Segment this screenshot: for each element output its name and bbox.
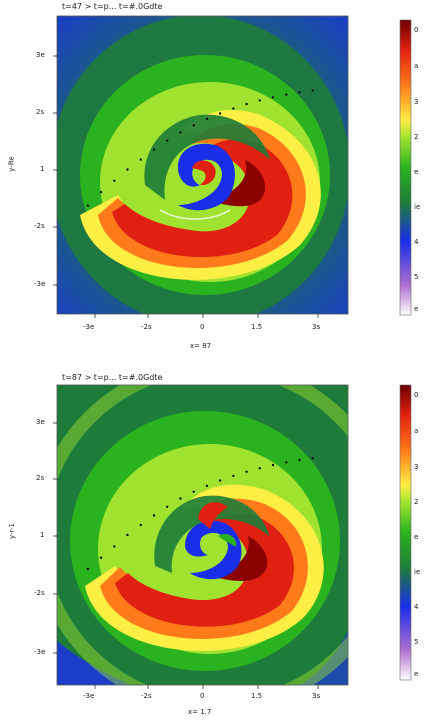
trail-point [179,131,182,134]
colorbar [399,384,412,681]
colorbar-tick-label: a [414,62,419,70]
trail-point [113,179,116,182]
x-tick-label: 3s [312,323,321,331]
trail-point [205,484,209,488]
y-tick-label: 1 [40,165,45,173]
trail-point [99,190,103,194]
chart-title: t=87 > t=p... t=#.0Gdte [62,373,163,382]
y-axis-label: y-Re [7,156,16,172]
colorbar-tick-label: 4 [414,238,419,246]
chart-panel-2: t=87 > t=p... t=#.0Gdte [0,361,440,721]
heatmap-svg [53,15,412,318]
y-tick-label: 3e [36,51,45,59]
x-tick-label: 1.5 [251,692,263,700]
colorbar-tick-label: 2 [414,498,419,506]
x-tick-label: -3e [83,323,95,331]
trail-point [245,102,248,106]
trail-point [298,458,301,462]
chart-title: t=47 > t=p... t=#.0Gdte [62,2,163,11]
x-axis-label: x= 1.7 [188,708,212,716]
plot-frame [56,15,349,315]
trail-point [86,567,90,571]
colorbar-tick-label: e [414,670,419,678]
trail-point [166,505,169,508]
trail-point [99,556,103,559]
trail-point [166,139,169,142]
heatmap-svg [53,384,412,689]
trail-point [232,474,235,478]
plot-frame [56,384,349,686]
trail-point [113,545,116,548]
trail-point [271,96,275,99]
colorbar-tick-label: e [414,168,419,176]
y-tick-label: -3e [34,280,46,288]
trail-point [192,124,195,127]
colorbar-tick-label: e [414,305,419,313]
trail-point [298,91,301,94]
colorbar-tick-label: ie [414,203,421,211]
trail-point [126,533,129,537]
trail-point [271,463,275,467]
trail-point [86,204,90,207]
trail-point [245,470,248,473]
trail-point [152,514,156,517]
x-tick-label: -2s [141,692,152,700]
trail-point [152,148,156,151]
y-tick-label: 3e [36,418,45,426]
trail-point [311,89,314,92]
trail-point [285,93,288,96]
trail-point [139,523,142,527]
y-tick-label: 1 [40,531,45,539]
colorbar-tick-label: e [414,533,419,541]
y-tick-label: 2s [36,108,45,116]
y-tick-label: -3e [34,648,46,656]
x-tick-label: 0 [200,323,205,331]
trail-point [218,112,222,115]
x-axis-label: x= 87 [190,342,212,350]
x-tick-label: -2s [141,323,152,331]
trail-point [179,497,182,500]
trail-point [258,99,261,102]
colorbar-tick-label: 3 [414,98,419,106]
y-tick-label: 2s [36,474,45,482]
y-axis-label: y-r-1 [7,523,16,539]
x-tick-label: 1.5 [251,323,263,331]
x-tick-label: 0 [200,692,205,700]
colorbar-tick-label: 4 [414,603,419,611]
chart-panel-1: t=47 > t=p... t=#.0Gdte [0,0,440,360]
trail-point [192,490,195,493]
trail-point [258,467,261,470]
trail-point [205,117,209,121]
colorbar-tick-label: 0 [414,26,419,34]
colorbar [399,19,412,316]
colorbar-tick-label: ie [414,568,421,576]
x-tick-label: 3s [312,692,321,700]
trail-point [285,461,288,464]
y-tick-label: -2s [34,589,45,597]
colorbar-tick-label: 5 [414,273,419,281]
trail-point [126,168,129,171]
x-tick-label: -3e [83,692,95,700]
trajectory-trail [86,89,314,207]
colorbar-tick-label: 5 [414,638,419,646]
trail-point [232,107,235,110]
trail-point [311,457,314,460]
trajectory-trail [86,457,314,571]
colorbar-tick-label: 0 [414,391,419,399]
trail-point [139,158,142,161]
colorbar-tick-label: 2 [414,133,419,141]
colorbar-tick-label: a [414,427,419,435]
colorbar-tick-label: 3 [414,463,419,471]
trail-point [218,479,222,482]
y-tick-label: -2s [34,222,45,230]
